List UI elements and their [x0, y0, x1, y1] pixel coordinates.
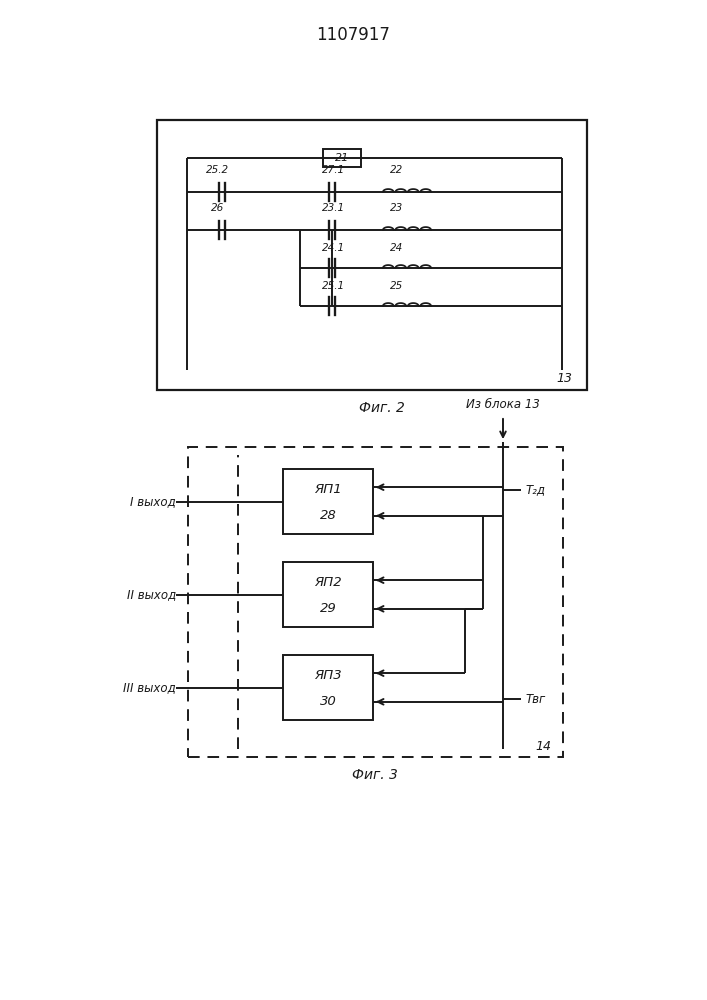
- Text: 21: 21: [335, 153, 349, 163]
- Text: 22: 22: [390, 165, 403, 175]
- Bar: [157, 120, 587, 390]
- Text: ЯП3: ЯП3: [314, 669, 341, 682]
- Text: 1107917: 1107917: [316, 26, 390, 44]
- Text: 29: 29: [320, 602, 337, 615]
- Text: 30: 30: [320, 695, 337, 708]
- Text: 24.1: 24.1: [322, 243, 346, 253]
- Text: III выход: III выход: [123, 681, 176, 694]
- Text: 25.2: 25.2: [206, 165, 230, 175]
- Text: 25: 25: [390, 281, 403, 291]
- Text: 27.1: 27.1: [322, 165, 346, 175]
- Text: 14: 14: [535, 740, 551, 754]
- Text: 24: 24: [390, 243, 403, 253]
- Text: 13: 13: [556, 371, 572, 384]
- Text: Фиг. 2: Фиг. 2: [359, 401, 405, 415]
- Text: 25.1: 25.1: [322, 281, 346, 291]
- Bar: [323, 149, 361, 167]
- Text: ЯП2: ЯП2: [314, 576, 341, 589]
- Text: ЯП1: ЯП1: [314, 483, 341, 496]
- Text: Фиг. 3: Фиг. 3: [352, 768, 398, 782]
- Text: T₂д: T₂д: [525, 483, 545, 496]
- Text: Tвг: Tвг: [525, 693, 545, 706]
- Bar: [157, 120, 587, 390]
- Text: 23.1: 23.1: [322, 203, 346, 213]
- Bar: [283, 562, 373, 627]
- Text: I выход: I выход: [130, 495, 176, 508]
- Text: 23: 23: [390, 203, 403, 213]
- Text: Из блока 13: Из блока 13: [466, 397, 540, 410]
- Bar: [283, 655, 373, 720]
- Bar: [188, 447, 563, 757]
- Text: 28: 28: [320, 509, 337, 522]
- Bar: [283, 469, 373, 534]
- Text: II выход: II выход: [127, 588, 176, 601]
- Text: 26: 26: [211, 203, 225, 213]
